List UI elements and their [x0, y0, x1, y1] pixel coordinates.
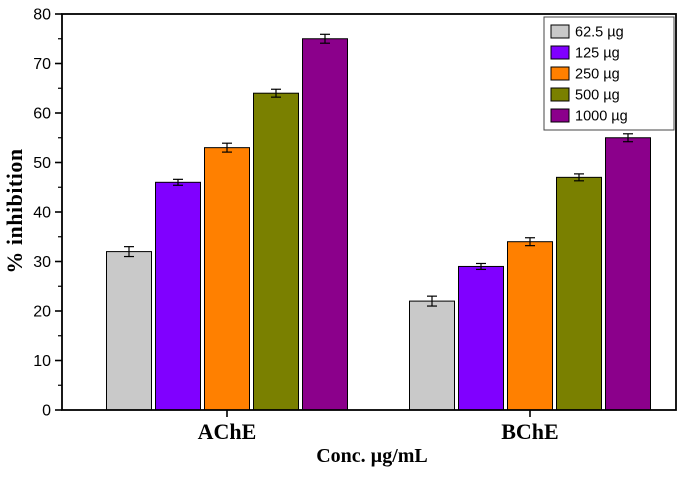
y-tick-label: 10 [33, 353, 51, 370]
bar-AChE-62.5µg [106, 251, 152, 411]
legend-swatch-250µg [550, 66, 570, 81]
bar-AChE-1000µg [302, 38, 348, 411]
bar-AChE-125µg [155, 181, 201, 411]
y-axis-title: % inhibition [2, 148, 27, 274]
y-tick-label: 60 [33, 106, 51, 123]
legend-item-label: 250 µg [575, 67, 620, 83]
legend-item-label: 1000 µg [575, 109, 628, 125]
legend-swatch-125µg [550, 45, 570, 60]
bar-AChE-500µg [253, 92, 299, 411]
legend-item-label: 500 µg [575, 88, 620, 104]
bar-BChE-500µg [556, 176, 602, 411]
category-label-AChE: AChE [198, 419, 257, 444]
plot-frame [61, 13, 677, 411]
legend-item-label: 62.5 µg [575, 25, 624, 41]
y-tick-label: 50 [33, 155, 51, 172]
y-tick-label: 70 [33, 56, 51, 73]
legend-swatch-500µg [550, 87, 570, 102]
bar-BChE-62.5µg [409, 300, 455, 411]
y-tick-label: 80 [33, 7, 51, 24]
y-tick-label: 40 [33, 205, 51, 222]
legend-swatch-62.5µg [550, 24, 570, 39]
y-tick-label: 0 [42, 403, 51, 420]
bar-AChE-250µg [204, 147, 250, 411]
legend-item-label: 125 µg [575, 46, 620, 62]
bar-BChE-1000µg [605, 137, 651, 411]
x-axis-title: Conc. µg/mL [316, 445, 428, 467]
category-label-BChE: BChE [501, 419, 558, 444]
legend-swatch-1000µg [550, 108, 570, 123]
y-tick-label: 20 [33, 304, 51, 321]
bar-BChE-125µg [458, 265, 504, 411]
bar-BChE-250µg [507, 241, 553, 411]
y-tick-label: 30 [33, 254, 51, 271]
